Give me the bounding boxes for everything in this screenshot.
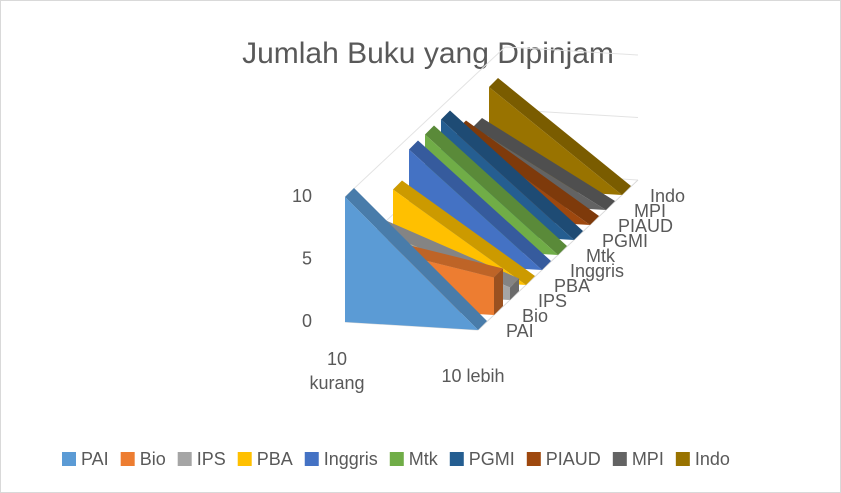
- y-tick-label: 5: [302, 248, 312, 268]
- y-tick-label: 10: [292, 186, 312, 206]
- legend-swatch: [526, 452, 541, 466]
- area-top: [441, 110, 583, 240]
- area-top: [425, 125, 567, 255]
- area-side: [510, 278, 519, 300]
- chart-title: Jumlah Buku yang Dipinjam: [242, 37, 614, 70]
- area-top: [409, 140, 551, 270]
- area-top: [489, 78, 631, 195]
- legend-label: Bio: [140, 449, 166, 469]
- x-tick-label: 10 kurang: [309, 349, 365, 393]
- legend-label: Inggris: [324, 449, 378, 469]
- legend-swatch: [120, 452, 135, 466]
- legend-swatch: [449, 452, 464, 466]
- legend-swatch: [304, 452, 319, 466]
- x-tick-label: 10 lebih: [441, 366, 505, 386]
- depth-axis-label: PIAUD: [618, 216, 673, 236]
- legend-swatch: [612, 452, 627, 466]
- legend-label: PIAUD: [546, 449, 601, 469]
- legend-swatch: [177, 452, 192, 466]
- area: [345, 197, 478, 330]
- legend-label: MPI: [632, 449, 664, 469]
- legend-label: PAI: [81, 449, 109, 469]
- legend-swatch: [675, 452, 690, 466]
- depth-axis-label: Indo: [650, 186, 685, 206]
- legend-label: IPS: [197, 449, 226, 469]
- depth-axis-label: PGMI: [602, 231, 648, 251]
- legend-label: PBA: [257, 449, 293, 469]
- area-top: [345, 188, 487, 330]
- depth-axis-label: Bio: [522, 306, 548, 326]
- y-tick-label: 0: [302, 311, 312, 331]
- legend-swatch: [62, 452, 76, 466]
- legend-swatch: [237, 452, 252, 466]
- area-top: [457, 120, 599, 225]
- area-side: [494, 268, 503, 315]
- area-top: [473, 118, 615, 210]
- depth-axis-label: MPI: [634, 201, 666, 221]
- grid-line: [344, 46, 639, 198]
- legend-label: Mtk: [409, 449, 439, 469]
- depth-axis-label: PAI: [506, 321, 534, 341]
- legend-label: Indo: [695, 449, 730, 469]
- depth-axis-label: Inggris: [570, 261, 624, 281]
- depth-axis-label: Mtk: [586, 246, 616, 266]
- depth-axis-label: PBA: [554, 276, 590, 296]
- legend-swatch: [389, 452, 404, 466]
- area-top: [393, 180, 535, 285]
- legend-label: PGMI: [469, 449, 515, 469]
- depth-axis-label: IPS: [538, 291, 567, 311]
